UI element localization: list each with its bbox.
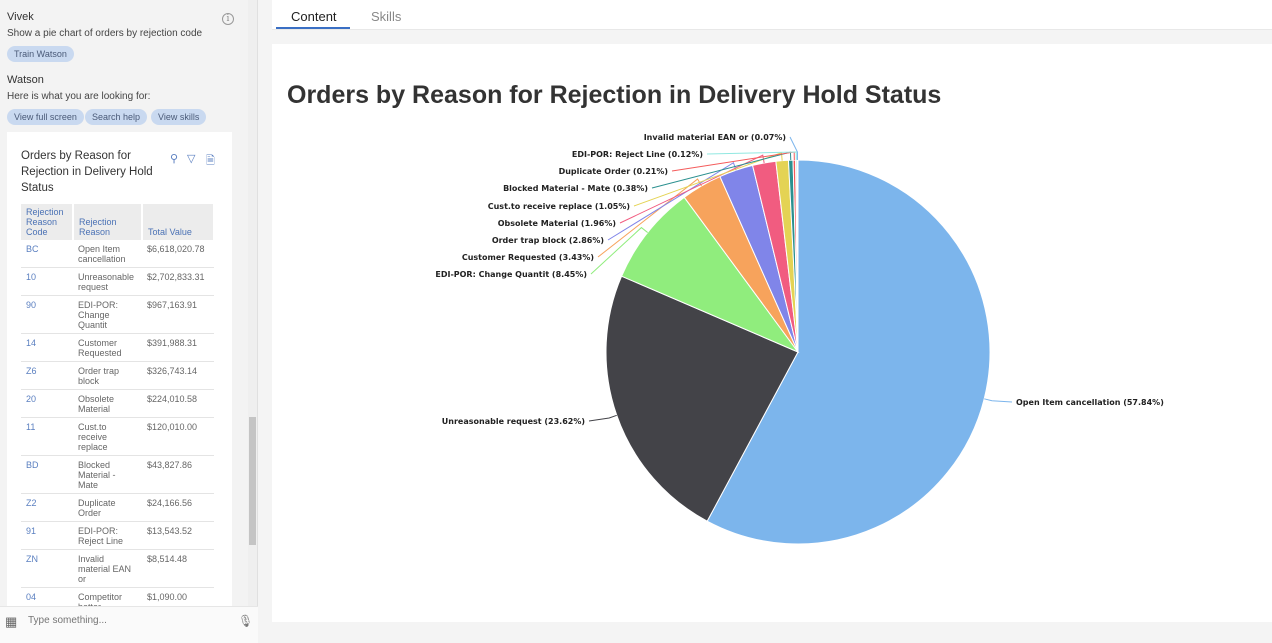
card-title: Orders by Reason for Rejection in Delive…	[21, 150, 153, 194]
search-help-button[interactable]: Search help	[85, 109, 148, 125]
search-icon[interactable]: ⚲	[170, 153, 179, 165]
total-value: $224,010.58	[142, 389, 214, 418]
pie-slice[interactable]	[620, 196, 800, 354]
table-row[interactable]: 10 Unreasonable request $2,702,833.31	[21, 267, 214, 296]
pie-slice[interactable]	[605, 275, 799, 522]
bot-name: Watson	[7, 74, 44, 86]
table-row[interactable]: Z2 Duplicate Order $24,166.56	[21, 493, 214, 522]
pie-chart: Open Item cancellation (57.84%) Unreasona…	[435, 133, 1164, 545]
slice-label: Order trap block (2.86%)	[492, 236, 604, 245]
connector-line	[588, 414, 617, 422]
table-row[interactable]: 14 Customer Requested $391,988.31	[21, 333, 214, 362]
total-value: $8,514.48	[142, 549, 214, 588]
total-value: $6,618,020.78	[142, 240, 214, 268]
reason-code: 11	[21, 417, 73, 456]
bot-message: Here is what you are looking for:	[7, 91, 151, 102]
reason-code: ZN	[21, 549, 73, 588]
reason-code: 14	[21, 333, 73, 362]
table-row[interactable]: 11 Cust.to receive replace $120,010.00	[21, 417, 214, 456]
total-value: $391,988.31	[142, 333, 214, 362]
chat-input[interactable]	[28, 615, 228, 626]
microphone-icon[interactable]: 🎙	[238, 614, 254, 628]
connector-line	[590, 226, 648, 275]
table-row[interactable]: 20 Obsolete Material $224,010.58	[21, 389, 214, 418]
view-skills-button[interactable]: View skills	[151, 109, 207, 125]
table-row[interactable]: 90 EDI-POR: Change Quantit $967,163.91	[21, 295, 214, 334]
reason: EDI-POR: Reject Line	[73, 521, 142, 550]
reason-code: BC	[21, 240, 73, 268]
scrollbar[interactable]	[248, 0, 257, 606]
chart-card: Orders by Reason for Rejection in Delive…	[272, 44, 1272, 622]
slice-label: Duplicate Order (0.21%)	[559, 167, 668, 176]
active-tab-indicator	[276, 27, 350, 29]
table-row[interactable]: BD Blocked Material - Mate $43,827.86	[21, 455, 214, 494]
reason-code: 20	[21, 389, 73, 418]
reason: Order trap block	[73, 361, 142, 390]
total-value: $13,543.52	[142, 521, 214, 550]
connector-line	[789, 136, 798, 161]
grid-icon[interactable]: ▦	[5, 614, 18, 629]
tab-bar: Content Skills	[272, 0, 1272, 30]
user-name: Vivek	[7, 11, 34, 23]
view-full-screen-button[interactable]: View full screen	[7, 109, 84, 125]
result-card: Orders by Reason for Rejection in Delive…	[7, 132, 232, 612]
chat-input-bar: ▦ 🎙	[0, 606, 258, 643]
filter-icon[interactable]: ▽	[187, 153, 196, 165]
total-value: $967,163.91	[142, 295, 214, 334]
reason: Customer Requested	[73, 333, 142, 362]
reason: Cust.to receive replace	[73, 417, 142, 456]
reason-code: 91	[21, 521, 73, 550]
total-value: $24,166.56	[142, 493, 214, 522]
results-table: Rejection Reason Code Rejection Reason T…	[21, 204, 215, 612]
connector-line	[706, 151, 797, 161]
table-row[interactable]: BC Open Item cancellation $6,618,020.78	[21, 240, 214, 268]
info-icon[interactable]: i	[222, 13, 234, 25]
reason-code: 10	[21, 267, 73, 296]
slice-label: Customer Requested (3.43%)	[462, 253, 594, 262]
total-value: $43,827.86	[142, 455, 214, 494]
column-header[interactable]: Total Value	[142, 204, 215, 240]
table-row[interactable]: ZN Invalid material EAN or $8,514.48	[21, 549, 214, 588]
slice-label: EDI-POR: Change Quantit (8.45%)	[435, 270, 587, 279]
reason-code: Z6	[21, 361, 73, 390]
tab-content[interactable]: Content	[291, 9, 337, 24]
reason: Unreasonable request	[73, 267, 142, 296]
reason: Obsolete Material	[73, 389, 142, 418]
reason-code: Z2	[21, 493, 73, 522]
tab-skills[interactable]: Skills	[371, 9, 402, 24]
reason: Duplicate Order	[73, 493, 142, 522]
connector-line	[984, 398, 1013, 403]
column-header[interactable]: Rejection Reason	[73, 204, 143, 240]
table-row[interactable]: Z6 Order trap block $326,743.14	[21, 361, 214, 390]
total-value: $326,743.14	[142, 361, 214, 390]
scrollbar-thumb[interactable]	[249, 417, 256, 545]
table-row[interactable]: 91 EDI-POR: Reject Line $13,543.52	[21, 521, 214, 550]
slice-label: EDI-POR: Reject Line (0.12%)	[572, 150, 703, 159]
slice-label: Obsolete Material (1.96%)	[498, 219, 616, 228]
export-file-icon[interactable]: 🗎	[206, 155, 215, 167]
slice-label: Invalid material EAN or (0.07%)	[644, 133, 786, 142]
connector-line	[619, 154, 765, 224]
chat-panel: Vivek i Show a pie chart of orders by re…	[0, 0, 258, 643]
reason-code: BD	[21, 455, 73, 494]
slice-label: Cust.to receive replace (1.05%)	[488, 202, 630, 211]
train-watson-button[interactable]: Train Watson	[7, 46, 74, 62]
reason: Open Item cancellation	[73, 240, 142, 268]
slice-label: Unreasonable request (23.62%)	[442, 417, 585, 426]
slice-label: Open Item cancellation (57.84%)	[1016, 398, 1164, 407]
slice-label: Blocked Material - Mate (0.38%)	[503, 184, 648, 193]
total-value: $2,702,833.31	[142, 267, 214, 296]
reason: EDI-POR: Change Quantit	[73, 295, 142, 334]
chart-title: Orders by Reason for Rejection in Delive…	[287, 81, 942, 109]
reason-code: 90	[21, 295, 73, 334]
reason: Blocked Material - Mate	[73, 455, 142, 494]
column-header[interactable]: Rejection Reason Code	[21, 204, 74, 240]
user-message: Show a pie chart of orders by rejection …	[7, 28, 203, 39]
reason: Invalid material EAN or	[73, 549, 142, 588]
total-value: $120,010.00	[142, 417, 214, 456]
pie-slice[interactable]	[706, 159, 991, 545]
